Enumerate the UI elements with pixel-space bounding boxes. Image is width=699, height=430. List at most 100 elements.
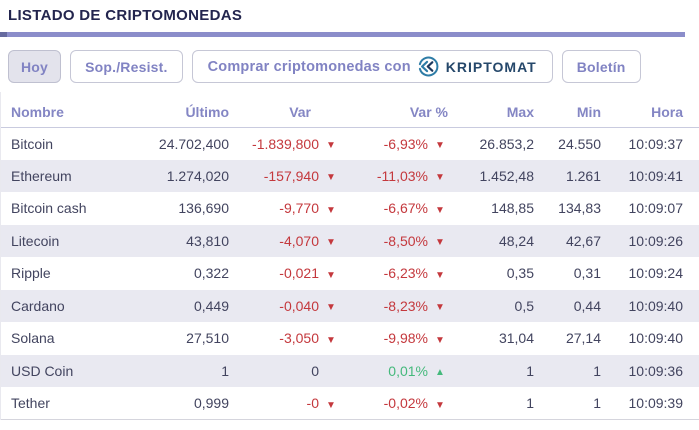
var-value: 0 <box>311 362 319 379</box>
coin-name: Ripple <box>11 265 51 282</box>
crypto-table-body: Bitcoin 24.702,400 -1.839,800 ▼ -6,93% ▼ 26.85… <box>1 127 699 420</box>
last-price: 0,449 <box>193 297 229 314</box>
down-triangle-icon: ▼ <box>435 140 445 151</box>
var-pct-cell: -11,03% ▼ <box>339 160 448 193</box>
min-value: 0,31 <box>573 265 601 282</box>
min-value: 42,67 <box>565 232 601 249</box>
coin-name: Bitcoin cash <box>11 200 87 217</box>
down-triangle-icon: ▼ <box>326 237 336 249</box>
var-cell: -0,021 ▼ <box>229 257 339 290</box>
coin-name: Cardano <box>11 297 65 314</box>
var-pct-value: -6,23% <box>383 265 428 282</box>
column-header-ultimo[interactable]: Último <box>151 92 229 128</box>
down-triangle-icon: ▼ <box>435 334 445 346</box>
min-value: 24.550 <box>558 135 601 152</box>
column-header-var-pct[interactable]: Var % <box>339 92 448 128</box>
toolbar: Hoy Sop./Resist. Comprar criptomonedas c… <box>8 50 699 83</box>
max-value: 1 <box>526 362 534 379</box>
var-pct-cell: -6,67% ▼ <box>339 192 448 225</box>
coin-name: Litecoin <box>11 232 60 249</box>
var-value: -1.839,800 <box>252 135 319 152</box>
min-value: 1.261 <box>565 167 601 184</box>
table-row[interactable]: Litecoin 43,810 -4,070 ▼ -8,50% ▼ 48,24 42,67 10… <box>1 224 699 258</box>
var-pct-cell: -8,23% ▼ <box>339 290 448 323</box>
column-header-min[interactable]: Min <box>534 92 601 128</box>
crypto-table: Nombre Último Var Var % Max Min Hora Bit… <box>1 92 699 420</box>
down-triangle-icon: ▼ <box>435 204 445 216</box>
table-row[interactable]: Cardano 0,449 -0,040 ▼ -8,23% ▼ 0,5 0,44 10:09:4… <box>1 289 699 323</box>
var-value: -4,070 <box>279 232 319 249</box>
min-value: 0,44 <box>573 297 601 314</box>
min-value: 1 <box>593 362 601 379</box>
down-triangle-icon: ▼ <box>435 237 445 249</box>
kriptomat-brand-text: KRIPTOMAT <box>445 58 537 75</box>
var-pct-cell: 0,01% ▲ <box>339 355 448 388</box>
support-resist-button[interactable]: Sop./Resist. <box>70 50 183 83</box>
var-cell: 0 <box>229 355 339 388</box>
var-cell: -9,770 ▼ <box>229 192 339 225</box>
var-pct-value: -6,67% <box>383 200 428 217</box>
up-triangle-icon: ▲ <box>435 367 445 379</box>
time-value: 10:09:39 <box>601 387 699 420</box>
last-price: 1 <box>221 362 229 379</box>
time-value: 10:09:41 <box>628 167 684 184</box>
max-value: 31,04 <box>498 330 534 347</box>
max-value: 148,85 <box>491 200 534 217</box>
var-pct-value: -0,02% <box>383 395 428 411</box>
down-triangle-icon: ▼ <box>326 399 336 411</box>
down-triangle-icon: ▼ <box>326 269 336 281</box>
var-pct-cell: -9,98% ▼ <box>339 322 448 355</box>
table-row[interactable]: Bitcoin cash 136,690 -9,770 ▼ -6,67% ▼ 148,85 1… <box>1 192 699 225</box>
var-pct-cell: -0,02% ▼ <box>339 387 448 420</box>
last-price: 24.702,400 <box>158 135 229 152</box>
var-value: -0 <box>306 395 319 411</box>
max-value: 0,5 <box>514 297 534 314</box>
column-header-var[interactable]: Var <box>229 92 339 128</box>
max-value: 1 <box>448 387 534 420</box>
table-row[interactable]: Ethereum 1.274,020 -157,940 ▼ -11,03% ▼ 1.452,… <box>1 159 699 193</box>
table-row[interactable]: USD Coin 1 0 0,01% ▲ 1 1 10:09:36 <box>1 354 699 388</box>
var-value: -0,040 <box>279 297 319 314</box>
var-pct-cell: -6,23% ▼ <box>339 257 448 290</box>
min-value: 134,83 <box>558 200 601 217</box>
coin-name: USD Coin <box>11 362 74 379</box>
buy-button-label: Comprar criptomonedas con <box>207 58 411 75</box>
var-pct-value: -8,50% <box>383 232 428 249</box>
buy-crypto-kriptomat-button[interactable]: Comprar criptomonedas con KRIPTOMAT <box>191 50 553 83</box>
var-cell: -3,050 ▼ <box>229 322 339 355</box>
min-value: 27,14 <box>565 330 601 347</box>
var-cell: -0 ▼ <box>229 387 339 420</box>
var-cell: -4,070 ▼ <box>229 225 339 258</box>
today-button[interactable]: Hoy <box>8 50 62 83</box>
last-price: 0,999 <box>151 387 229 420</box>
time-value: 10:09:36 <box>628 362 684 379</box>
max-value: 48,24 <box>498 232 534 249</box>
down-triangle-icon: ▼ <box>435 399 445 411</box>
table-row[interactable]: Ripple 0,322 -0,021 ▼ -6,23% ▼ 0,35 0,31 10:09:2… <box>1 257 699 290</box>
var-value: -0,021 <box>279 265 319 282</box>
last-price: 43,810 <box>186 232 229 249</box>
table-row[interactable]: Bitcoin 24.702,400 -1.839,800 ▼ -6,93% ▼ 26.85… <box>1 127 699 160</box>
table-row[interactable]: Solana 27,510 -3,050 ▼ -9,98% ▼ 31,04 27,14 10:0… <box>1 322 699 355</box>
down-triangle-icon: ▼ <box>326 302 336 314</box>
time-value: 10:09:24 <box>628 265 684 282</box>
column-header-hora[interactable]: Hora <box>601 92 699 128</box>
down-triangle-icon: ▼ <box>435 302 445 314</box>
column-header-max[interactable]: Max <box>448 92 534 128</box>
table-row[interactable]: Tether 0,999 -0 ▼ -0,02% ▼ 1 1 10:09:39 <box>1 387 699 420</box>
newsletter-button[interactable]: Boletín <box>561 50 641 83</box>
var-value: -157,940 <box>263 167 319 184</box>
down-triangle-icon: ▼ <box>326 204 336 216</box>
time-value: 10:09:40 <box>628 297 684 314</box>
var-cell: -157,940 ▼ <box>229 160 339 193</box>
down-triangle-icon: ▼ <box>326 334 336 346</box>
var-cell: -1.839,800 ▼ <box>229 127 339 160</box>
min-value: 1 <box>534 387 601 420</box>
column-header-nombre[interactable]: Nombre <box>1 92 151 128</box>
down-triangle-icon: ▼ <box>326 140 336 151</box>
down-triangle-icon: ▼ <box>435 172 445 184</box>
last-price: 1.274,020 <box>166 167 229 184</box>
var-pct-cell: -8,50% ▼ <box>339 225 448 258</box>
table-header-row: Nombre Último Var Var % Max Min Hora <box>1 92 699 128</box>
var-pct-value: -9,98% <box>383 330 428 347</box>
